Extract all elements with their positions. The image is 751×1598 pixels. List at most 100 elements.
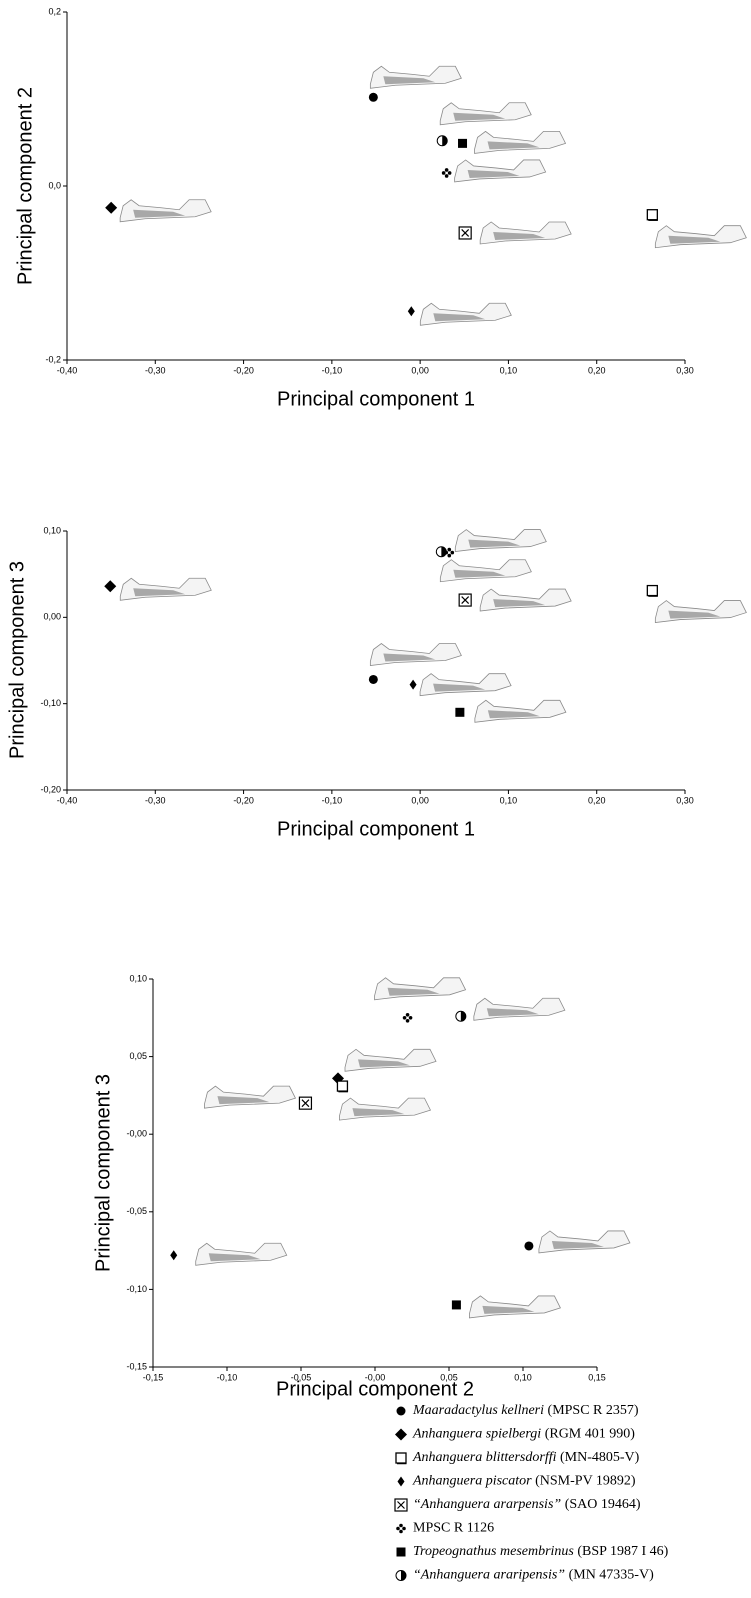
y-tick-label: 0,10: [43, 525, 61, 535]
y-axis-label: Principal component 3: [6, 561, 28, 759]
x-tick-label: 0,20: [588, 365, 606, 375]
skull-fill: [482, 1305, 535, 1314]
marker-shape: [402, 1526, 406, 1531]
x-tick-label: -0,00: [365, 1372, 386, 1382]
marker-shape: [441, 171, 446, 175]
marker-shape: [444, 174, 449, 178]
legend-marker: [396, 1406, 406, 1416]
y-tick-label: -0,2: [45, 354, 61, 364]
legend-label: Maaradactylus kellneri (MPSC R 2357): [412, 1403, 639, 1418]
skull-fill: [383, 653, 436, 662]
data-point: [458, 138, 468, 148]
data-point: [451, 1300, 461, 1310]
x-tick-label: -0,30: [145, 365, 166, 375]
x-tick-label: 0,30: [676, 795, 694, 805]
marker-shape: [442, 135, 448, 146]
x-tick-label: 0,15: [588, 1372, 606, 1382]
x-tick-label: 0,10: [500, 795, 518, 805]
marker-shape: [368, 92, 378, 102]
x-tick-label: -0,40: [57, 795, 78, 805]
marker-shape: [170, 1250, 178, 1261]
skull-fill: [433, 683, 486, 692]
skull-fill: [453, 112, 506, 121]
x-tick-label: -0,20: [233, 795, 254, 805]
skull-fill: [668, 610, 721, 619]
data-point: [409, 679, 417, 690]
data-point: [455, 1010, 467, 1022]
y-tick-label: 0,0: [48, 180, 61, 190]
marker-shape: [301, 1099, 310, 1108]
marker-shape: [397, 1501, 405, 1509]
data-point: [455, 707, 465, 717]
marker-shape: [441, 546, 447, 557]
marker-shape: [450, 550, 455, 555]
data-point: [646, 584, 658, 597]
x-axis-label: Principal component 1: [277, 818, 475, 840]
y-tick-label: 0,2: [48, 6, 61, 16]
data-point: [458, 226, 472, 240]
marker-shape: [402, 1016, 407, 1020]
y-tick-label: -0,10: [40, 698, 61, 708]
marker-shape: [458, 138, 468, 148]
legend-marker: [394, 1498, 408, 1512]
y-tick-label: -0,00: [126, 1129, 147, 1139]
x-axis-label: Principal component 2: [276, 1378, 474, 1400]
marker-shape: [405, 1019, 410, 1023]
y-tick-label: -0,15: [126, 1361, 147, 1371]
marker-shape: [104, 580, 117, 593]
y-tick-label: 0,10: [129, 973, 147, 983]
x-tick-label: -0,10: [322, 365, 343, 375]
y-tick-label: 0,05: [129, 1051, 147, 1061]
marker-shape: [646, 209, 658, 221]
legend-marker: [397, 1476, 405, 1487]
skull-fill: [486, 1008, 539, 1017]
marker-shape: [408, 1016, 413, 1020]
skull-illustrations: [195, 977, 631, 1319]
skull-fill: [493, 599, 546, 608]
y-axis-label: Principal component 2: [14, 87, 36, 285]
skull-fill: [133, 588, 186, 597]
marker-shape: [444, 168, 449, 172]
marker-shape: [407, 306, 415, 317]
marker-shape: [105, 201, 118, 214]
marker-shape: [461, 596, 470, 604]
x-tick-label: -0,20: [233, 365, 254, 375]
y-axis-label: Principal component 3: [92, 1074, 114, 1272]
y-tick-label: 0,00: [43, 612, 61, 622]
data-point: [436, 135, 448, 147]
legend-marker: [395, 1428, 407, 1441]
marker-shape: [399, 1529, 403, 1534]
skull-fill: [551, 1240, 604, 1249]
legend-label: Anhanguera spielbergi (RGM 401 990): [412, 1427, 635, 1442]
y-tick-label: -0,05: [126, 1206, 147, 1216]
data-point: [105, 201, 118, 214]
marker-shape: [397, 1476, 405, 1487]
x-tick-label: -0,05: [291, 1372, 312, 1382]
legend-label: “Anhanguera ararpensis” (SAO 19464): [413, 1497, 641, 1512]
x-tick-label: -0,40: [57, 365, 78, 375]
legend-marker: [395, 1570, 407, 1581]
skull-fill: [668, 235, 721, 244]
legend-label: Anhanguera piscator (NSM-PV 19892): [412, 1474, 636, 1489]
skull-fill: [352, 1108, 405, 1117]
marker-shape: [409, 679, 417, 690]
skull-fill: [387, 987, 440, 996]
data-point: [170, 1250, 178, 1261]
legend-marker: [396, 1547, 406, 1557]
legend-marker: [395, 1452, 407, 1465]
marker-shape: [451, 1300, 461, 1310]
marker-shape: [401, 1570, 407, 1581]
data-point: [435, 546, 447, 558]
marker-shape: [395, 1452, 407, 1464]
data-point: [441, 168, 452, 178]
marker-shape: [396, 1526, 400, 1531]
data-point: [368, 92, 378, 102]
marker-shape: [455, 707, 465, 717]
skull-fill: [493, 231, 546, 240]
x-tick-label: 0,10: [500, 365, 518, 375]
marker-shape: [396, 1547, 406, 1557]
legend-label: “Anhanguera araripensis” (MN 47335-V): [413, 1568, 654, 1583]
data-point: [336, 1080, 349, 1093]
x-tick-label: 0,30: [676, 365, 694, 375]
marker-shape: [399, 1523, 403, 1528]
